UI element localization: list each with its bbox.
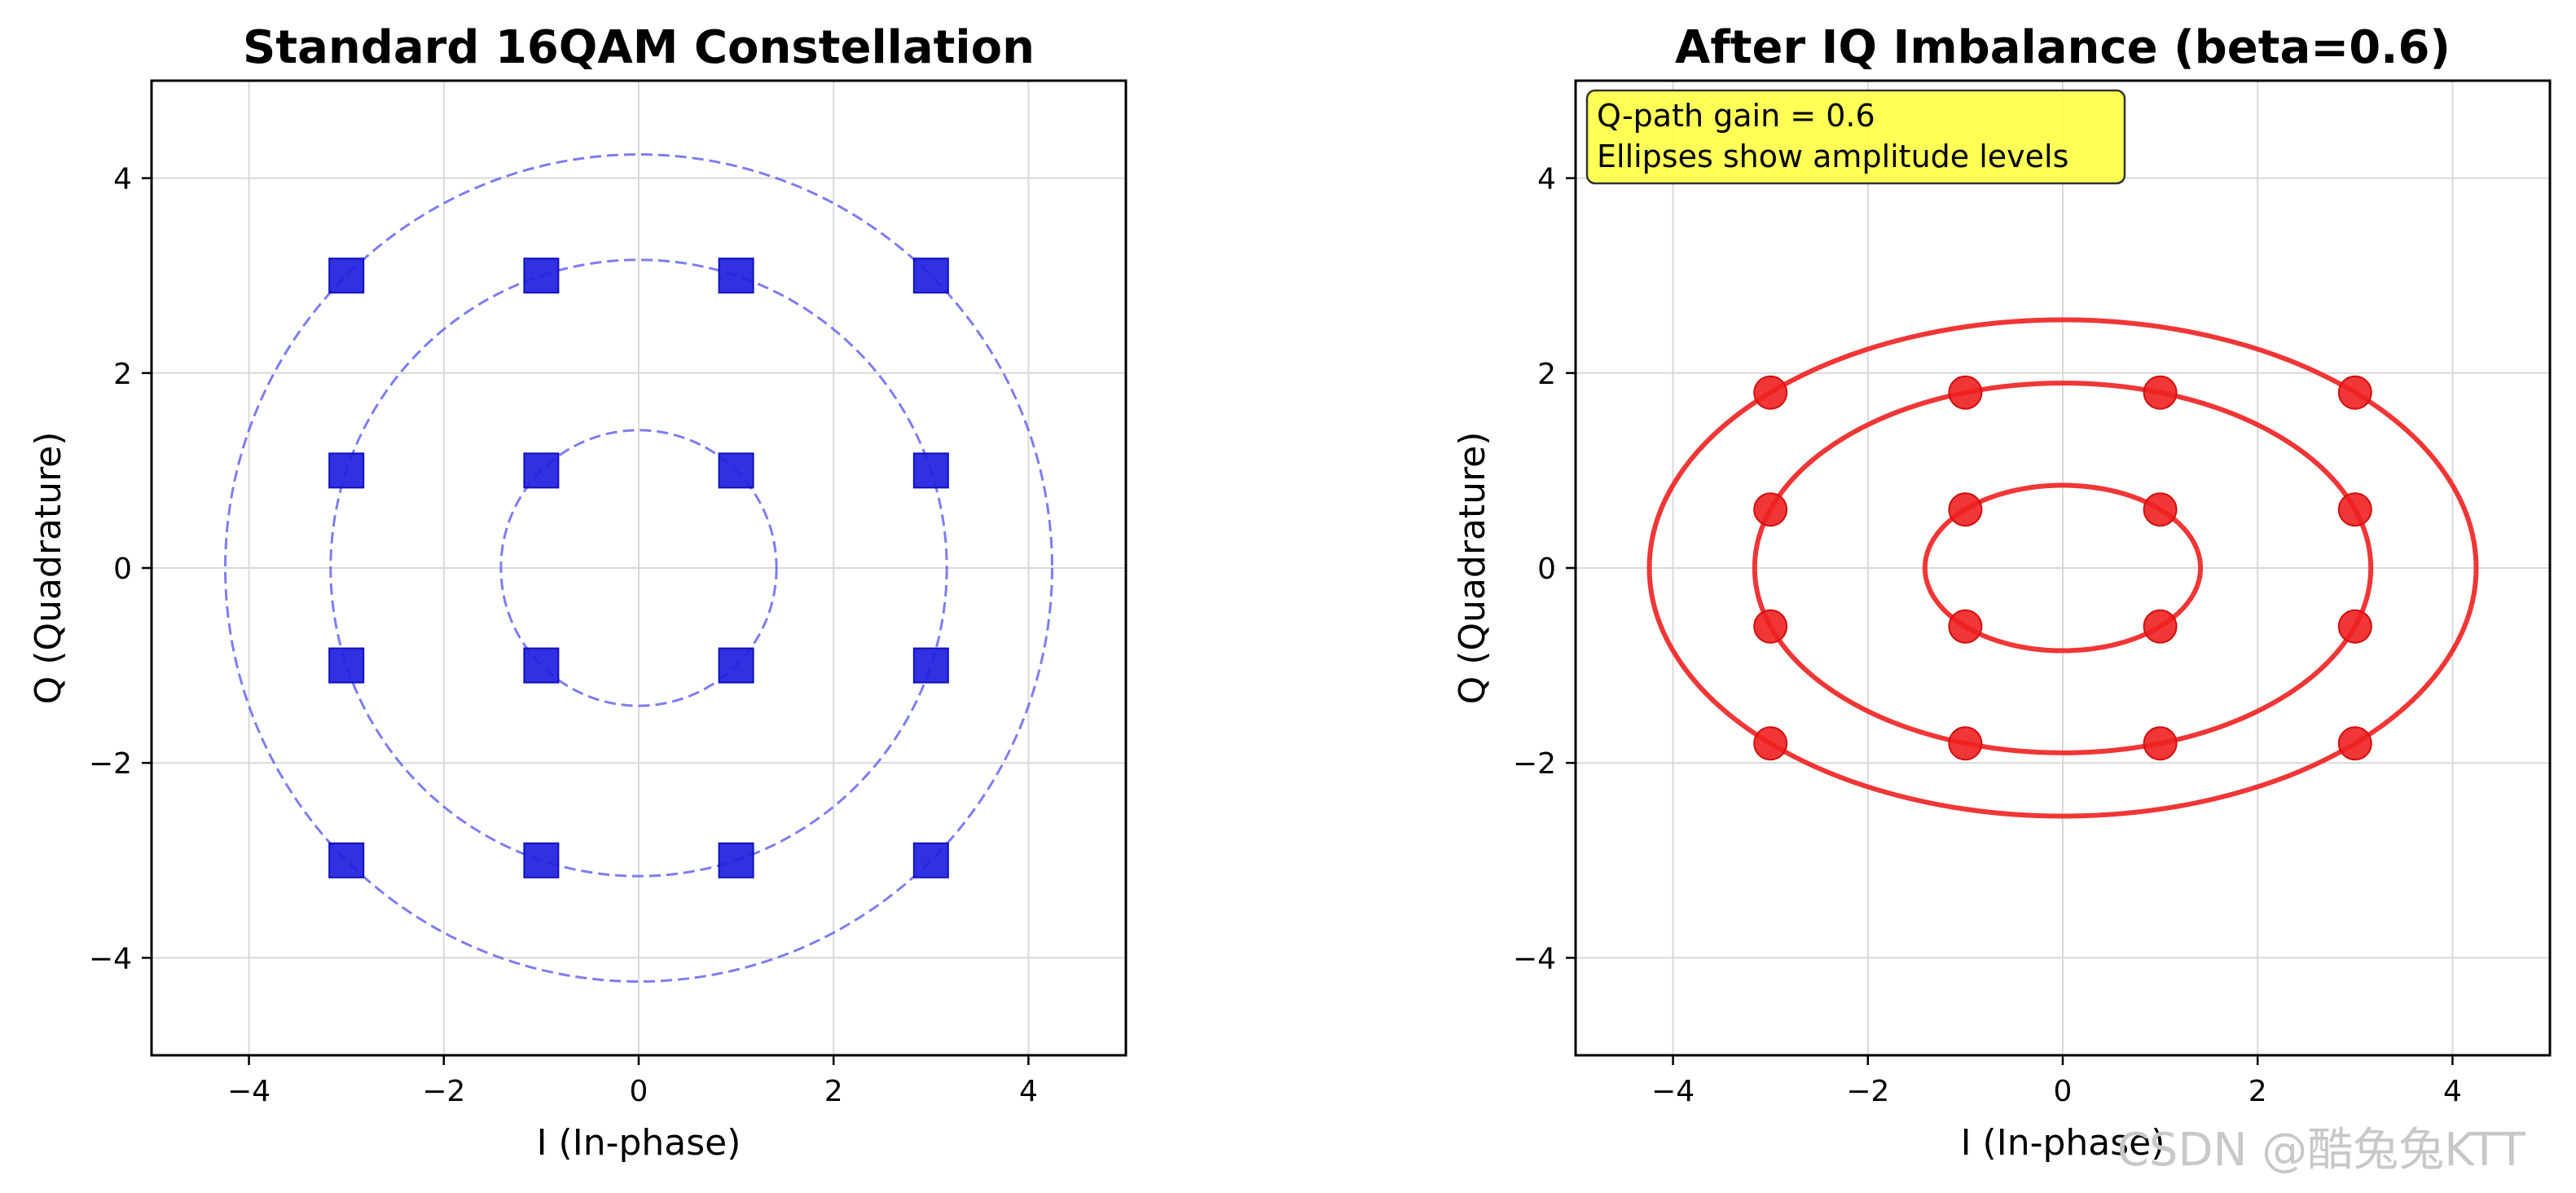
x-tick-label-2: 0 [630,1075,648,1108]
y-tick-label-2: 0 [1537,552,1556,586]
constellation-point-7 [912,452,949,489]
constellation-point-4 [1753,492,1788,527]
constellation-point-9 [523,647,560,684]
amplitude-ellipse-2 [1646,317,2479,819]
amplitude-ellipse-1 [329,258,948,878]
constellation-point-1 [1948,375,1983,410]
constellation-point-15 [2337,726,2372,761]
constellation-point-3 [912,258,949,294]
annotation-box: Q-path gain = 0.6 Ellipses show amplitude… [1585,89,2126,185]
constellation-point-14 [2143,726,2178,761]
constellation-point-10 [2143,609,2178,644]
constellation-point-11 [912,647,949,684]
constellation-point-15 [912,842,949,878]
watermark: CSDN @酷兔兔KTT [2117,1124,2526,1177]
constellation-point-10 [718,647,754,684]
x-tick-label-2: 0 [2054,1075,2073,1108]
y-axis-label: Q (Quadrature) [1452,432,1493,705]
x-tick-label-4: 4 [1019,1075,1038,1108]
annotation-line-1: Ellipses show amplitude levels [1597,139,2068,174]
chart-title: After IQ Imbalance (beta=0.6) [1675,21,2451,74]
constellation-point-8 [1753,609,1788,644]
constellation-point-6 [718,452,754,489]
constellation-point-13 [1948,726,1983,761]
x-tick-label-3: 2 [2249,1075,2267,1108]
y-tick-label-4: 4 [113,163,132,196]
amplitude-ellipse-0 [1922,482,2204,654]
x-tick-label-1: −2 [1846,1075,1889,1108]
constellation-point-3 [2337,375,2372,410]
y-tick-label-4: 4 [1537,163,1556,196]
constellation-point-2 [2143,375,2178,410]
x-axis-label: I (In-phase) [1961,1122,2165,1164]
constellation-point-9 [1948,609,1983,644]
constellation-point-0 [328,258,365,294]
amplitude-ellipse-2 [224,153,1053,983]
x-tick-label-0: −4 [1651,1075,1695,1108]
x-tick-label-4: 4 [2443,1075,2462,1108]
constellation-point-12 [328,842,365,878]
constellation-point-11 [2337,609,2372,644]
panel-standard-16qam: −4 −2 0 2 4 −4 −2 0 2 4 Standard 16QAM Constellati… [28,21,1128,1164]
y-axis-label: Q (Quadrature) [28,432,69,705]
constellation-point-2 [718,258,754,294]
amplitude-ellipse-1 [1752,381,2374,755]
y-tick-label-1: −2 [1513,747,1556,781]
x-axis-label: I (In-phase) [537,1122,741,1164]
constellation-point-6 [2143,492,2178,527]
x-tick-label-3: 2 [824,1075,843,1108]
y-tick-label-0: −4 [89,942,132,975]
annotation-background [1585,89,2126,185]
y-tick-label-1: −2 [89,747,132,781]
constellation-point-4 [328,452,365,489]
annotation-line-0: Q-path gain = 0.6 [1597,98,1875,134]
constellation-point-12 [1753,726,1788,761]
panel-iq-imbalance: −4 −2 0 2 4 −4 −2 0 2 4 After IQ Imbalance (beta=0… [1452,21,2552,1164]
constellation-point-14 [718,842,754,878]
x-tick-label-0: −4 [227,1075,270,1108]
chart-title: Standard 16QAM Constellation [243,21,1035,74]
constellation-point-7 [2337,492,2372,527]
constellation-point-1 [523,258,560,294]
constellation-point-8 [328,647,365,684]
constellation-point-5 [523,452,560,489]
amplitude-ellipse-0 [499,429,778,707]
y-tick-label-2: 0 [113,552,132,586]
x-tick-label-1: −2 [422,1075,465,1108]
y-tick-label-0: −4 [1513,942,1556,975]
constellation-point-0 [1753,375,1788,410]
y-tick-label-3: 2 [1537,358,1556,391]
constellation-point-13 [523,842,560,878]
constellation-point-5 [1948,492,1983,527]
y-tick-label-3: 2 [113,358,132,391]
